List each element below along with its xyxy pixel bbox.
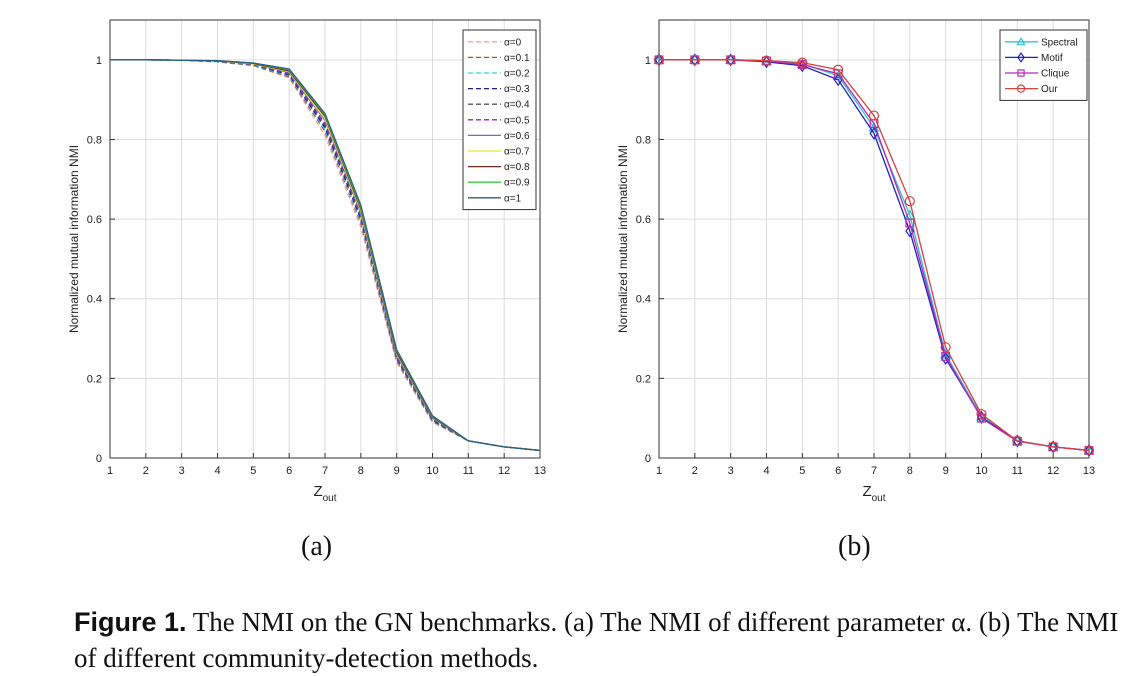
legend-label: α=0.1 xyxy=(504,53,530,64)
legend-box xyxy=(462,29,537,211)
x-tick-label: 11 xyxy=(463,465,474,477)
x-tick-label: 7 xyxy=(871,465,877,477)
x-tick-label: 2 xyxy=(143,465,149,477)
x-tick-label: 10 xyxy=(426,465,438,477)
series-line xyxy=(110,59,541,452)
legend-label: Our xyxy=(1041,84,1058,95)
legend-label: α=0.3 xyxy=(504,84,530,95)
y-tick-label: 0.8 xyxy=(87,134,102,146)
x-tick-label: 2 xyxy=(692,465,698,477)
x-tick-label: 1 xyxy=(656,465,662,477)
data-point xyxy=(868,110,880,121)
x-tick-label: 8 xyxy=(907,465,913,477)
x-tick-label: 13 xyxy=(1083,465,1095,477)
x-tick-label: 1 xyxy=(107,465,113,477)
legend-label: α=0.7 xyxy=(504,147,530,158)
y-tick-label: 1 xyxy=(645,55,651,67)
y-tick-label: 0.6 xyxy=(87,214,102,226)
legend-label: α=0.8 xyxy=(504,162,530,173)
x-tick-label: 7 xyxy=(322,465,328,477)
chart-b: 1 2 3 4 5 6 7 8 9 10 11 12 1300.20.40.60.81ZoutNorma… xyxy=(616,19,1095,504)
legend-label: α=0.4 xyxy=(504,100,530,111)
y-axis-label: Normalized mutual information NMI xyxy=(616,145,630,333)
data-point xyxy=(1048,441,1059,452)
data-point xyxy=(653,54,665,65)
x-tick-label: 9 xyxy=(943,465,949,477)
x-tick-label: 13 xyxy=(534,465,546,477)
data-point xyxy=(1012,435,1023,446)
data-point xyxy=(761,55,772,66)
y-tick-label: 0.2 xyxy=(87,373,102,385)
data-point xyxy=(940,342,951,353)
data-point xyxy=(1048,440,1058,454)
x-tick-label: 10 xyxy=(975,465,987,477)
series-line xyxy=(110,59,541,452)
data-point xyxy=(976,409,987,420)
data-point xyxy=(905,218,915,228)
caption-text: The NMI on the GN benchmarks. (a) The NM… xyxy=(74,607,1119,673)
data-point xyxy=(905,224,915,238)
y-tick-label: 0 xyxy=(645,453,651,465)
legend-label: α=0.2 xyxy=(504,69,530,80)
x-tick-label: 3 xyxy=(728,465,734,477)
x-axis-label: Zout xyxy=(862,483,885,504)
legend-label: Motif xyxy=(1041,53,1063,64)
series-line xyxy=(110,59,541,452)
data-point xyxy=(726,53,736,67)
legend-label: α=0.9 xyxy=(504,178,530,189)
data-point xyxy=(1084,443,1094,457)
legend-label: Clique xyxy=(1041,69,1070,80)
y-tick-label: 0.4 xyxy=(636,294,651,306)
legend-label: α=0.5 xyxy=(504,115,530,126)
x-tick-label: 4 xyxy=(214,465,220,477)
legend-label: Spectral xyxy=(1041,37,1078,48)
x-tick-label: 12 xyxy=(498,465,510,477)
x-tick-label: 5 xyxy=(799,465,805,477)
data-point xyxy=(1016,36,1026,46)
data-point xyxy=(1016,84,1026,93)
data-point xyxy=(833,64,844,75)
panel-b-label: (b) xyxy=(838,531,871,562)
series-line xyxy=(659,59,1090,452)
chart-a: 1 2 3 4 5 6 7 8 9 10 11 12 1300.20.40.60.81ZoutNorma… xyxy=(67,19,546,504)
data-point xyxy=(689,54,700,65)
caption-label: Figure 1. xyxy=(74,607,187,637)
data-point xyxy=(1017,52,1025,63)
x-tick-label: 6 xyxy=(286,465,292,477)
x-tick-label: 8 xyxy=(358,465,364,477)
x-tick-label: 11 xyxy=(1012,465,1023,477)
series-line xyxy=(110,59,541,452)
y-tick-label: 1 xyxy=(96,55,102,67)
legend-label: α=1 xyxy=(504,193,522,204)
legend-label: α=0.6 xyxy=(504,131,530,142)
legend-label: α=0 xyxy=(504,37,522,48)
data-point xyxy=(904,196,915,207)
x-tick-label: 6 xyxy=(835,465,841,477)
data-point xyxy=(941,352,951,361)
x-tick-label: 5 xyxy=(250,465,256,477)
x-axis-label: Zout xyxy=(313,483,336,504)
data-point xyxy=(1083,445,1095,456)
y-tick-label: 0.8 xyxy=(636,134,651,146)
data-point xyxy=(1017,69,1025,77)
data-point xyxy=(941,352,951,365)
y-tick-label: 0.6 xyxy=(636,214,651,226)
y-tick-label: 0.2 xyxy=(636,373,651,385)
x-tick-label: 12 xyxy=(1047,465,1059,477)
data-point xyxy=(690,53,700,67)
x-tick-label: 9 xyxy=(394,465,400,477)
y-tick-label: 0.4 xyxy=(87,294,102,306)
figure-caption: Figure 1. The NMI on the GN benchmarks. … xyxy=(74,604,1134,676)
data-point xyxy=(725,54,736,65)
x-tick-label: 4 xyxy=(763,465,769,477)
data-point xyxy=(654,53,664,67)
panel-a-label: (a) xyxy=(301,531,333,562)
data-point xyxy=(797,57,808,68)
y-axis-label: Normalized mutual information NMI xyxy=(67,145,81,333)
x-tick-label: 3 xyxy=(179,465,185,477)
y-tick-label: 0 xyxy=(96,453,102,465)
